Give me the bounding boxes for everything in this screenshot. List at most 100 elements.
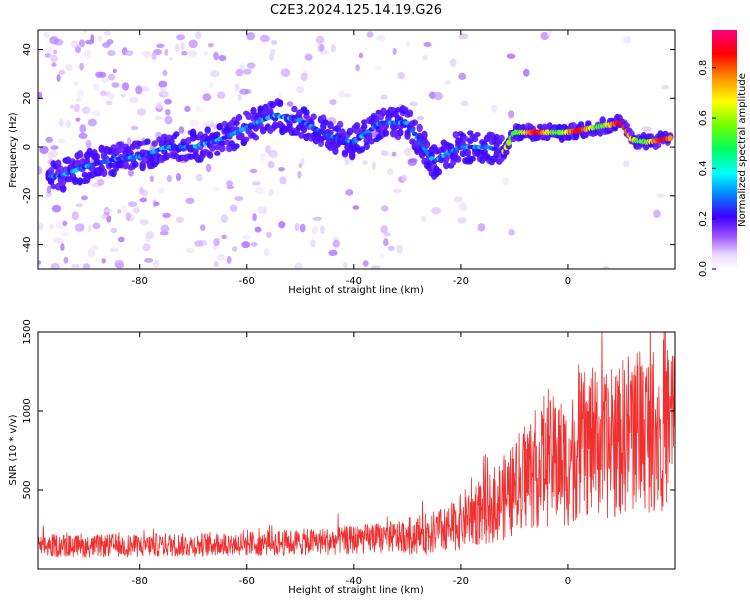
heat-ridge-halo <box>327 121 334 130</box>
heat-speckle <box>38 260 42 265</box>
heat-speckle <box>82 263 91 269</box>
heat-speckle <box>121 93 126 98</box>
heat-speckle <box>453 196 463 203</box>
y-tick-label: 1000 <box>22 398 33 423</box>
heat-speckle <box>300 72 308 82</box>
heat-speckle <box>107 91 115 101</box>
heat-speckle <box>387 245 395 251</box>
heat-ridge-halo <box>443 161 450 170</box>
heat-speckle <box>53 49 58 55</box>
snr-x-label: Height of straight line (km) <box>288 585 424 596</box>
heat-speckle <box>153 259 159 268</box>
heat-ridge-halo <box>440 144 447 153</box>
heat-speckle <box>60 243 65 251</box>
heat-speckle <box>653 209 661 218</box>
heat-speckle <box>376 35 386 41</box>
heat-speckle <box>491 104 498 113</box>
heat-ridge-core <box>412 131 418 137</box>
heat-speckle <box>506 53 516 59</box>
heat-speckle <box>62 220 68 227</box>
heat-speckle <box>221 234 227 240</box>
snr-y-label: SNR (10 * v/v) <box>8 414 19 485</box>
heat-speckle <box>329 99 337 105</box>
heat-speckle <box>241 241 251 249</box>
heat-speckle <box>358 52 364 59</box>
heat-ridge-halo <box>353 122 361 129</box>
heat-speckle <box>79 124 87 133</box>
heat-speckle <box>246 62 256 69</box>
heat-ridge-halo <box>117 141 125 147</box>
heat-ridge-halo <box>382 129 390 137</box>
heat-speckle <box>181 50 188 56</box>
spectrogram-x-label: Height of straight line (km) <box>288 285 424 296</box>
heat-speckle <box>124 50 134 56</box>
heat-speckle <box>78 132 88 139</box>
heat-speckle <box>106 215 112 223</box>
heat-ridge-halo <box>416 123 423 133</box>
heat-speckle <box>249 168 258 174</box>
heat-speckle <box>106 39 114 45</box>
heat-speckle <box>661 85 670 90</box>
heat-speckle <box>87 224 92 233</box>
heat-speckle <box>268 188 274 197</box>
heat-speckle <box>207 42 214 48</box>
heat-speckle <box>279 176 287 185</box>
heat-ridge-halo <box>452 131 459 139</box>
heat-ridge-halo <box>209 144 216 152</box>
heat-speckle <box>380 205 389 212</box>
heat-speckle <box>91 245 99 250</box>
heat-ridge-core <box>506 139 512 146</box>
heat-ridge-halo <box>259 126 267 133</box>
heat-ridge-halo <box>216 123 223 130</box>
heat-ridge-halo <box>47 167 55 176</box>
heat-speckle <box>185 247 195 254</box>
heat-speckle <box>142 243 151 252</box>
heat-speckle <box>56 74 61 82</box>
heat-ridge-halo <box>55 182 62 191</box>
heat-speckle <box>339 89 345 98</box>
heat-ridge-halo <box>108 162 115 168</box>
heat-ridge-halo <box>233 143 240 149</box>
heat-speckle <box>299 223 306 233</box>
heat-speckle <box>121 82 130 91</box>
heat-speckle <box>144 257 154 263</box>
heat-ridge-halo <box>373 114 380 124</box>
heat-ridge-halo <box>471 135 479 143</box>
heat-speckle <box>121 205 127 214</box>
heat-speckle <box>297 170 302 179</box>
heat-speckle <box>278 221 286 229</box>
y-tick-label: 20 <box>22 92 33 105</box>
heat-speckle <box>51 204 62 213</box>
heat-speckle <box>101 77 109 84</box>
heat-speckle <box>73 81 79 87</box>
heat-speckle <box>75 97 82 103</box>
heat-speckle <box>164 48 169 57</box>
heat-speckle <box>202 93 212 101</box>
heat-speckle <box>45 46 53 54</box>
y-tick-label: -20 <box>22 188 33 204</box>
heat-speckle <box>139 219 149 226</box>
heat-ridge-halo <box>60 185 67 191</box>
heat-speckle <box>352 205 360 210</box>
heat-speckle <box>449 58 457 67</box>
heat-speckle <box>508 229 515 236</box>
heat-speckle <box>132 207 140 214</box>
heat-speckle <box>235 68 244 77</box>
colorbar-gradient <box>712 30 737 269</box>
heat-speckle <box>156 43 165 48</box>
x-tick-label: -40 <box>346 276 362 287</box>
snr-x-ticks: -80 -60 -40 -20 0 <box>132 332 571 587</box>
heat-ridge-halo <box>353 127 361 135</box>
heat-speckle <box>422 55 429 61</box>
heat-ridge-halo <box>74 159 81 169</box>
heat-ridge-core <box>428 156 435 161</box>
heat-speckle <box>328 249 338 256</box>
heat-speckle <box>213 51 219 61</box>
heat-speckle <box>149 175 155 183</box>
heat-speckle <box>101 258 106 264</box>
colorbar-tick-label: 0.6 <box>698 110 709 126</box>
heat-speckle <box>392 47 397 56</box>
heat-speckle <box>296 86 305 94</box>
y-tick-label: 40 <box>22 43 33 56</box>
